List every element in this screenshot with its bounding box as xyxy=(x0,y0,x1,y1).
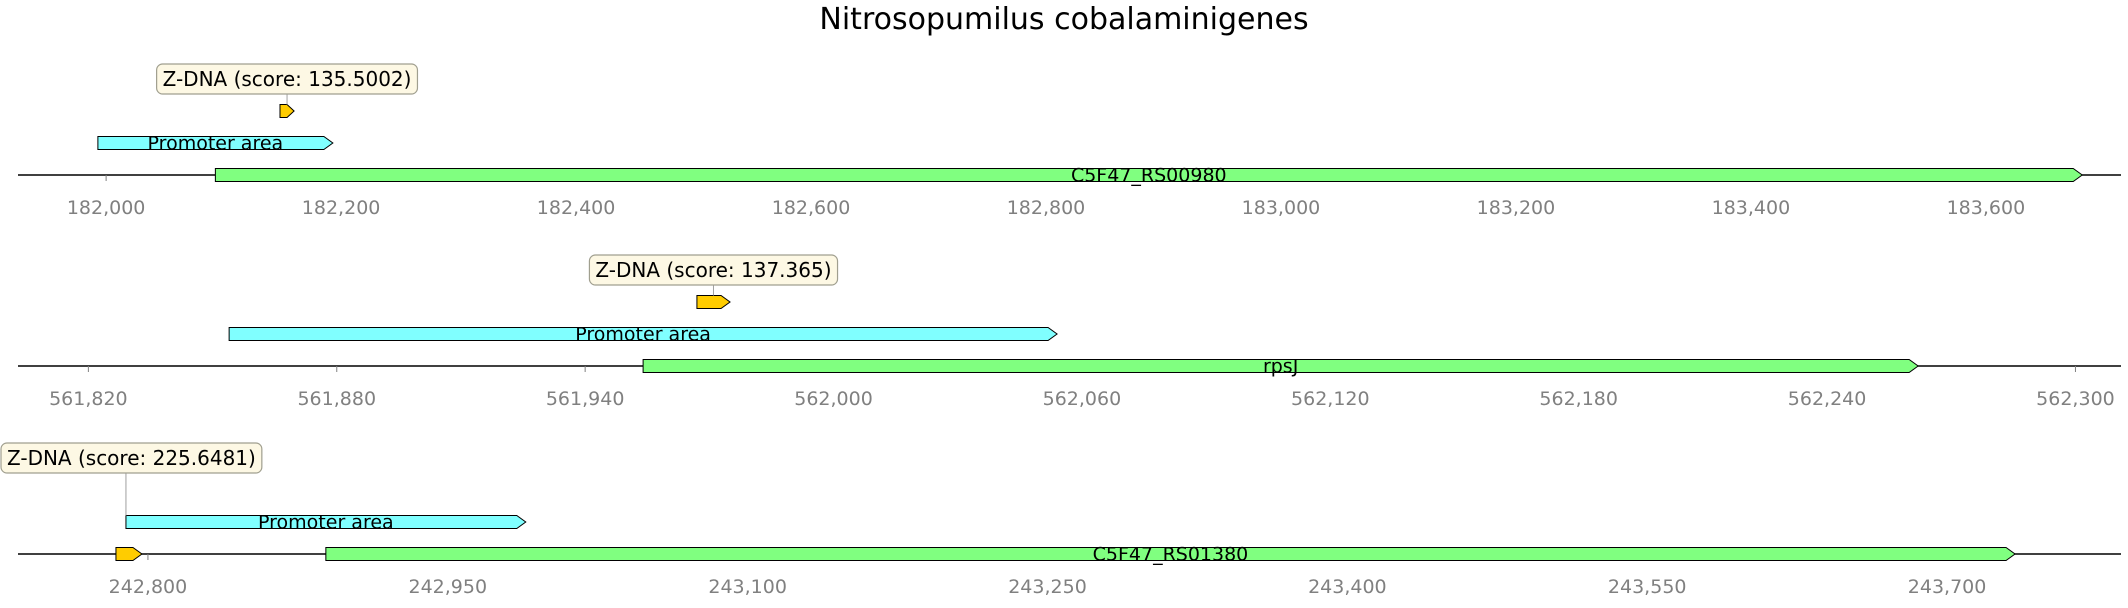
gene-feature: rpsJ xyxy=(642,356,1920,378)
tick-label: 243,550 xyxy=(1608,576,1687,598)
callout-text: Z-DNA (score: 135.5002) xyxy=(163,67,412,91)
promoter-feature: Promoter area xyxy=(228,324,1058,346)
gene-feature: C5F47_RS01380 xyxy=(325,544,2016,566)
x-axis-ticks: 242,800 242,950 243,100 243,250 243,400 243,5… xyxy=(109,554,1987,598)
promoter-arrow xyxy=(97,136,334,150)
tick-label: 562,240 xyxy=(1788,388,1867,410)
tick-label: 561,880 xyxy=(297,388,376,410)
tick-label: 243,700 xyxy=(1908,576,1987,598)
gene-label: C5F47_RS00980 xyxy=(1071,165,1227,187)
tick-label: 183,000 xyxy=(1242,197,1321,219)
callouts: Z-DNA (score: 137.365) xyxy=(588,254,839,296)
tick-label: 182,800 xyxy=(1007,197,1086,219)
tick-label: 561,940 xyxy=(546,388,625,410)
zdna-feature xyxy=(115,547,143,561)
callout-box xyxy=(156,63,419,95)
gene-arrow xyxy=(325,547,2016,561)
tick-label: 562,000 xyxy=(794,388,873,410)
tick-label: 561,820 xyxy=(49,388,128,410)
callout-box xyxy=(588,254,839,286)
track-2: 561,820 561,880 561,940 562,000 562,060 562,1… xyxy=(18,254,2121,410)
tick-label: 182,000 xyxy=(67,197,146,219)
zdna-arrow xyxy=(696,295,731,309)
x-axis-ticks: 182,000 182,200 182,400 182,600 182,800 183,0… xyxy=(67,175,2025,219)
gene-arrow xyxy=(642,359,1920,373)
callout-box xyxy=(0,442,263,474)
track-1: 182,000 182,200 182,400 182,600 182,800 183,0… xyxy=(18,63,2121,219)
tick-label: 562,180 xyxy=(1539,388,1618,410)
callouts: Z-DNA (score: 135.5002) xyxy=(156,63,419,105)
promoter-feature: Promoter area xyxy=(125,512,527,534)
tick-label: 562,120 xyxy=(1291,388,1370,410)
tick-label: 182,400 xyxy=(537,197,616,219)
promoter-arrow xyxy=(228,327,1058,341)
zdna-callout: Z-DNA (score: 225.6481) xyxy=(0,442,263,516)
tracks: 182,000 182,200 182,400 182,600 182,800 183,0… xyxy=(0,63,2121,598)
zdna-feature xyxy=(279,104,295,118)
zdna-callout: Z-DNA (score: 137.365) xyxy=(588,254,839,296)
tick-label: 562,060 xyxy=(1043,388,1122,410)
gene-feature: C5F47_RS00980 xyxy=(214,165,2084,187)
gene-label: rpsJ xyxy=(1263,356,1298,378)
tick-label: 242,800 xyxy=(109,576,188,598)
tick-label: 243,250 xyxy=(1008,576,1087,598)
tick-label: 243,400 xyxy=(1308,576,1387,598)
x-axis-ticks: 561,820 561,880 561,940 562,000 562,060 562,1… xyxy=(49,366,2115,410)
features: C5F47_RS00980 Promoter area xyxy=(97,104,2084,187)
promoter-label: Promoter area xyxy=(575,324,711,346)
features: C5F47_RS01380 Promoter area xyxy=(115,512,2016,566)
promoter-label: Promoter area xyxy=(148,133,284,155)
gene-label: C5F47_RS01380 xyxy=(1093,544,1249,566)
callout-text: Z-DNA (score: 225.6481) xyxy=(7,446,256,470)
features: rpsJ Promoter area xyxy=(228,295,1920,378)
track-3: 242,800 242,950 243,100 243,250 243,400 243,5… xyxy=(0,442,2121,598)
figure-title: Nitrosopumilus cobalaminigenes xyxy=(819,2,1308,37)
zdna-arrow xyxy=(115,547,143,561)
callouts: Z-DNA (score: 225.6481) xyxy=(0,442,263,516)
promoter-label: Promoter area xyxy=(258,512,394,534)
tick-label: 182,600 xyxy=(772,197,851,219)
zdna-feature xyxy=(696,295,731,309)
zdna-arrow xyxy=(279,104,295,118)
zdna-callout: Z-DNA (score: 135.5002) xyxy=(156,63,419,105)
tick-label: 562,300 xyxy=(2036,388,2115,410)
tick-label: 182,200 xyxy=(302,197,381,219)
tick-label: 183,600 xyxy=(1947,197,2026,219)
tick-label: 242,950 xyxy=(409,576,488,598)
promoter-arrow xyxy=(125,515,527,529)
tick-label: 183,400 xyxy=(1712,197,1791,219)
promoter-feature: Promoter area xyxy=(97,133,334,155)
tick-label: 243,100 xyxy=(708,576,787,598)
tick-label: 183,200 xyxy=(1477,197,1556,219)
gene-arrow xyxy=(214,168,2084,182)
callout-text: Z-DNA (score: 137.365) xyxy=(595,258,831,282)
